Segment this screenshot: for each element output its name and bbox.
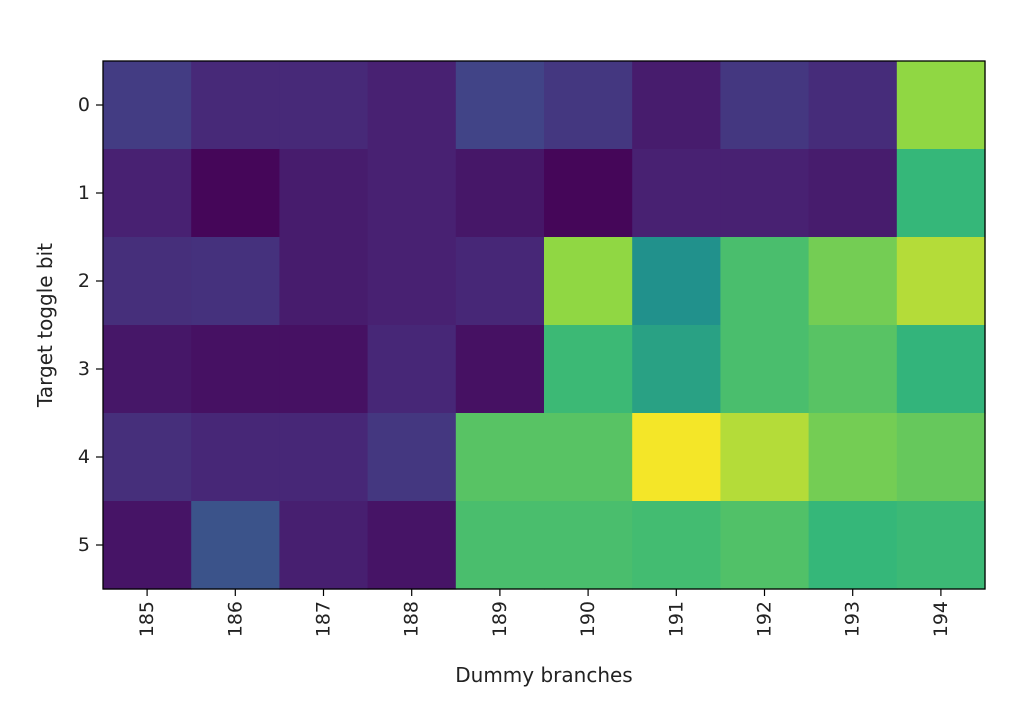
heatmap-cell xyxy=(632,149,721,238)
heatmap-cell xyxy=(720,501,810,590)
heatmap-cell xyxy=(544,413,633,502)
heatmap-cell xyxy=(544,325,633,414)
heatmap-cell xyxy=(191,61,280,150)
heatmap-cell xyxy=(103,413,192,502)
heatmap-cell xyxy=(808,325,898,414)
x-tick-label: 187 xyxy=(313,601,335,637)
x-axis-label: Dummy branches xyxy=(455,663,632,687)
heatmap-cell xyxy=(808,149,898,238)
heatmap-cell xyxy=(455,61,545,150)
heatmap-cell xyxy=(279,501,369,590)
heatmap-cell xyxy=(103,237,192,326)
heatmap-cell xyxy=(720,325,810,414)
heatmap-cell xyxy=(191,501,280,590)
heatmap-cell xyxy=(632,61,721,150)
heatmap-cell xyxy=(367,501,457,590)
y-tick-label: 1 xyxy=(78,182,90,204)
heatmap-cell xyxy=(808,237,898,326)
heatmap-cell xyxy=(455,325,545,414)
x-tick-label: 190 xyxy=(577,601,599,637)
heatmap-cell xyxy=(896,325,986,414)
heatmap-cell xyxy=(279,237,369,326)
heatmap-cells xyxy=(103,61,986,590)
y-axis-ticks: 0 1 2 3 4 5 xyxy=(78,94,103,556)
x-tick-label: 188 xyxy=(401,601,423,637)
x-tick-label: 191 xyxy=(665,601,687,637)
heatmap-cell xyxy=(808,413,898,502)
heatmap-cell xyxy=(544,149,633,238)
heatmap-cell xyxy=(367,61,457,150)
y-axis-label: Target toggle bit xyxy=(33,243,57,408)
heatmap-cell xyxy=(279,149,369,238)
heatmap-cell xyxy=(103,149,192,238)
heatmap-cell xyxy=(367,325,457,414)
y-tick-label: 0 xyxy=(78,94,90,116)
x-tick-label: 192 xyxy=(754,601,776,637)
heatmap-cell xyxy=(896,501,986,590)
heatmap-cell xyxy=(279,413,369,502)
heatmap-cell xyxy=(808,61,898,150)
heatmap-cell xyxy=(632,237,721,326)
heatmap-cell xyxy=(455,501,545,590)
heatmap-cell xyxy=(103,61,192,150)
y-tick-label: 2 xyxy=(78,270,90,292)
x-tick-label: 193 xyxy=(842,601,864,637)
heatmap-cell xyxy=(544,501,633,590)
heatmap-cell xyxy=(896,61,986,150)
y-tick-label: 3 xyxy=(78,358,90,380)
heatmap-cell xyxy=(896,237,986,326)
heatmap-cell xyxy=(103,501,192,590)
heatmap-cell xyxy=(720,61,810,150)
x-tick-label: 185 xyxy=(136,601,158,637)
x-axis-ticks: 185 186 187 188 189 190 191 192 193 194 xyxy=(136,589,952,637)
plot-frame xyxy=(102,60,986,590)
heatmap-cell xyxy=(720,413,810,502)
heatmap-cell xyxy=(632,501,721,590)
heatmap-cell xyxy=(191,237,280,326)
heatmap-cell xyxy=(896,413,986,502)
x-tick-label: 189 xyxy=(489,601,511,637)
x-tick-label: 194 xyxy=(930,601,952,637)
heatmap-cell xyxy=(191,325,280,414)
heatmap-cell xyxy=(455,237,545,326)
heatmap-cell xyxy=(808,501,898,590)
heatmap-cell xyxy=(544,61,633,150)
heatmap-cell xyxy=(367,149,457,238)
heatmap-cell xyxy=(632,325,721,414)
heatmap-cell xyxy=(896,149,986,238)
heatmap-cell xyxy=(191,413,280,502)
x-tick-label: 186 xyxy=(224,601,246,637)
heatmap-cell xyxy=(191,149,280,238)
heatmap-cell xyxy=(720,237,810,326)
heatmap-cell xyxy=(103,325,192,414)
heatmap-cell xyxy=(720,149,810,238)
heatmap-cell xyxy=(367,237,457,326)
heatmap-cell xyxy=(455,149,545,238)
y-tick-label: 5 xyxy=(78,534,90,556)
heatmap-cell xyxy=(455,413,545,502)
heatmap-cell xyxy=(632,413,721,502)
heatmap-cell xyxy=(279,61,369,150)
y-tick-label: 4 xyxy=(78,446,90,468)
heatmap-cell xyxy=(367,413,457,502)
heatmap-cell xyxy=(279,325,369,414)
heatmap-cell xyxy=(544,237,633,326)
